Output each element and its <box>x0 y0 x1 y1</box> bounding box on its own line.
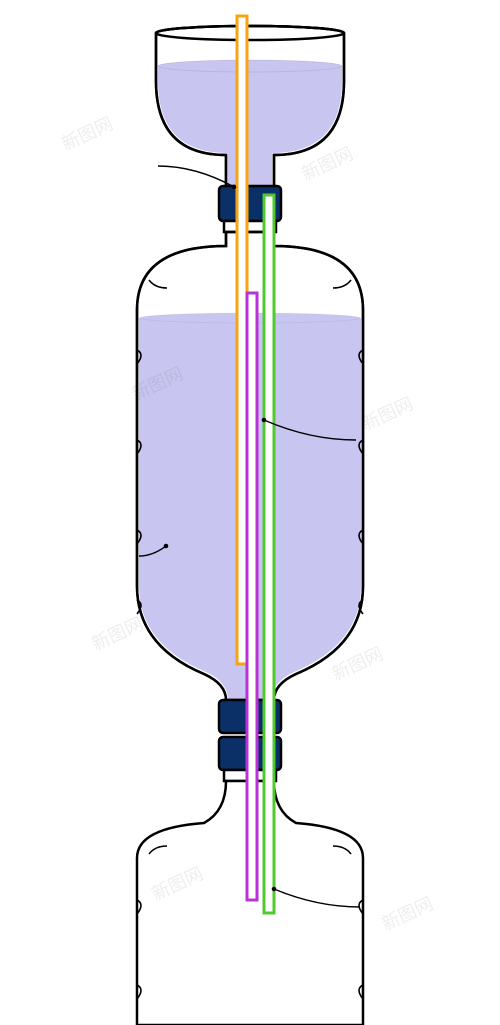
diagram-svg <box>0 0 500 1025</box>
leader-line <box>158 166 234 187</box>
funnel-liquid-surface <box>158 60 342 72</box>
funnel-liquid <box>158 60 342 187</box>
bottle-fountain-diagram: 新图网新图网新图网新图网新图网新图网新图网新图网 <box>0 0 500 1025</box>
straw-green <box>264 195 274 913</box>
leader-dot <box>262 418 267 423</box>
leader-dot <box>164 544 169 549</box>
leader-dot <box>272 887 277 892</box>
leader-dot <box>232 185 237 190</box>
straw-purple <box>247 293 257 900</box>
